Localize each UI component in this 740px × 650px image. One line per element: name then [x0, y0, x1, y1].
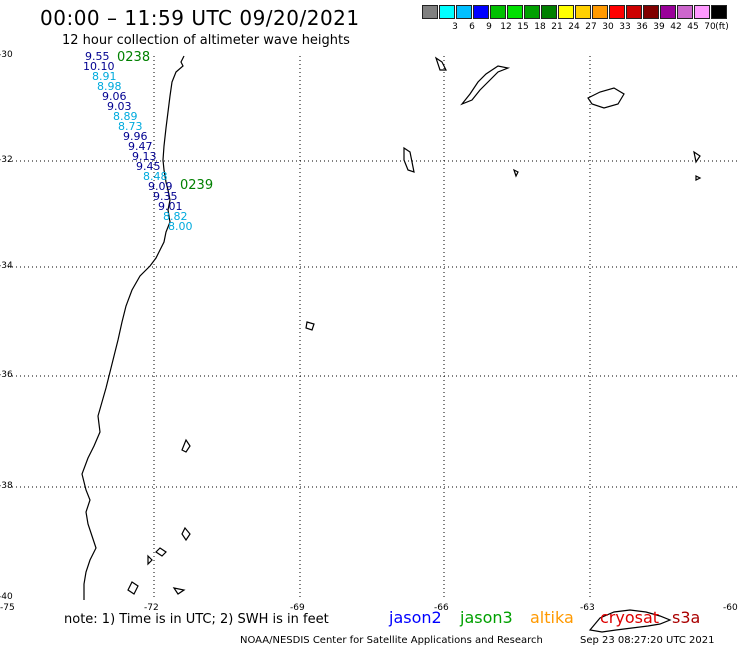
legend-swatch	[677, 5, 693, 19]
legend-tick-label: 39	[653, 22, 665, 32]
legend-tick-label: 15	[517, 22, 529, 32]
latitude-label: -36	[0, 370, 13, 380]
island-outline	[587, 87, 625, 109]
wave-height-value: 9.45	[136, 160, 161, 173]
island-outline	[512, 168, 519, 178]
legend-tick-label: 30	[602, 22, 614, 32]
longitude-label: -60	[723, 603, 738, 613]
lat-lon-grid	[8, 56, 740, 600]
wave-height-value: 8.89	[113, 110, 138, 123]
south-america-coastline	[81, 55, 185, 600]
island-outline	[434, 56, 447, 71]
wave-height-value: 8.48	[143, 170, 168, 183]
wave-height-value: 9.09	[148, 180, 173, 193]
legend-swatch	[643, 5, 659, 19]
wave-height-value: 9.06	[102, 90, 127, 103]
wave-height-value: 8.82	[163, 210, 188, 223]
wave-height-value: 8.00	[168, 220, 193, 233]
legend-swatch	[660, 5, 676, 19]
latitude-label: -40	[0, 592, 13, 602]
pass-id-label: 0238	[117, 50, 151, 65]
satellite-name: altika	[530, 608, 574, 627]
island-outline	[147, 554, 153, 566]
legend-tick-label: 9	[486, 22, 492, 32]
longitude-label: -63	[580, 603, 595, 613]
satellite-name: jason2	[389, 608, 442, 627]
map-subtitle: 12 hour collection of altimeter wave hei…	[62, 33, 350, 48]
wave-height-value: 9.13	[132, 150, 157, 163]
credit-line: NOAA/NESDIS Center for Satellite Applica…	[240, 635, 543, 646]
legend-swatch	[490, 5, 506, 19]
footer-note: note: 1) Time is in UTC; 2) SWH is in fe…	[64, 612, 329, 627]
wave-height-value: 9.47	[128, 140, 153, 153]
wave-height-value: 8.91	[92, 70, 117, 83]
legend-swatch	[456, 5, 472, 19]
wave-height-value: 10.10	[83, 60, 115, 73]
longitude-label: -72	[144, 603, 159, 613]
legend-tick-label: 6	[469, 22, 475, 32]
legend-swatch	[592, 5, 608, 19]
island-outline	[588, 609, 672, 633]
legend-swatch	[711, 5, 727, 19]
legend-tick-label: 33	[619, 22, 631, 32]
legend-tick-label: 70	[704, 22, 716, 32]
wave-height-value: 9.55	[85, 50, 110, 63]
latitude-label: -38	[0, 481, 13, 491]
wave-height-value: 8.98	[97, 80, 122, 93]
wave-height-value: 8.73	[118, 120, 143, 133]
latitude-label: -34	[0, 261, 13, 271]
legend-swatch	[694, 5, 710, 19]
island-outline	[305, 321, 315, 331]
legend-tick-label: 27	[585, 22, 597, 32]
legend-swatch	[422, 5, 438, 19]
legend-swatch	[626, 5, 642, 19]
map-title: 00:00 – 11:59 UTC 09/20/2021	[40, 6, 360, 30]
wave-height-value: 9.35	[153, 190, 178, 203]
wave-height-value: 9.03	[107, 100, 132, 113]
legend-swatch	[507, 5, 523, 19]
legend-swatch	[439, 5, 455, 19]
generated-timestamp: Sep 23 08:27:20 UTC 2021	[580, 635, 715, 646]
legend-tick-label: 42	[670, 22, 682, 32]
island-outline	[695, 175, 702, 181]
legend-swatch	[541, 5, 557, 19]
island-outline	[127, 581, 139, 595]
wave-height-value: 9.96	[123, 130, 148, 143]
legend-swatch	[524, 5, 540, 19]
island-outline	[403, 146, 415, 173]
legend-tick-label: 3	[452, 22, 458, 32]
island-outline	[181, 438, 191, 453]
legend-swatch	[609, 5, 625, 19]
latitude-label: -32	[0, 155, 13, 165]
longitude-label: -69	[290, 603, 305, 613]
legend-tick-label: 12	[500, 22, 512, 32]
pass-id-label: 0239	[180, 178, 214, 193]
legend-tick-label: 21	[551, 22, 563, 32]
legend-swatch	[575, 5, 591, 19]
legend-swatch	[473, 5, 489, 19]
legend-tick-label: 45	[687, 22, 699, 32]
island-outline	[693, 150, 701, 164]
legend-tick-label: 36	[636, 22, 648, 32]
longitude-label: -75	[0, 603, 15, 613]
legend-unit: (ft)	[715, 22, 729, 32]
island-outline	[181, 526, 191, 542]
island-outline	[172, 587, 186, 595]
island-outline	[460, 65, 511, 106]
island-outline	[155, 547, 167, 557]
satellite-name: cryosat	[600, 608, 660, 627]
satellite-name: s3a	[672, 608, 701, 627]
longitude-label: -66	[434, 603, 449, 613]
satellite-name: jason3	[460, 608, 513, 627]
legend-swatch	[558, 5, 574, 19]
wave-height-value: 9.01	[158, 200, 183, 213]
legend-tick-label: 18	[534, 22, 546, 32]
legend-tick-label: 24	[568, 22, 580, 32]
latitude-label: -30	[0, 50, 13, 60]
